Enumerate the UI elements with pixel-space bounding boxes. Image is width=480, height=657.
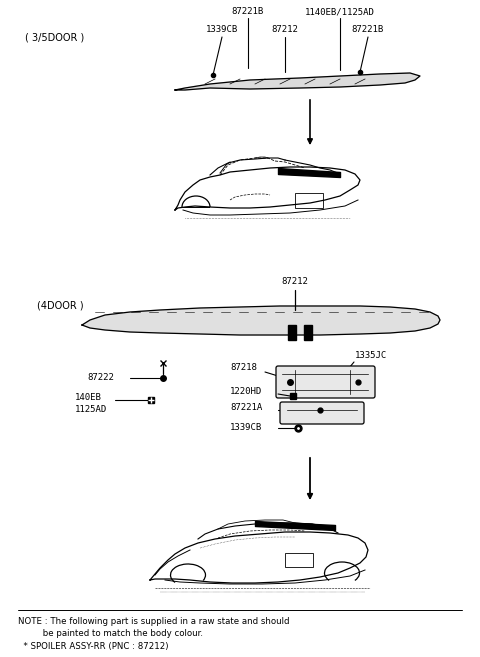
Polygon shape — [288, 325, 296, 340]
Text: 1125AD: 1125AD — [75, 405, 107, 415]
Text: 1220HD: 1220HD — [230, 388, 262, 397]
Polygon shape — [82, 306, 440, 335]
Text: (4DOOR ): (4DOOR ) — [36, 300, 84, 310]
Text: 140EB: 140EB — [75, 394, 102, 403]
Text: 87222: 87222 — [87, 373, 114, 382]
Text: be painted to match the body colour.: be painted to match the body colour. — [18, 629, 203, 639]
Text: 1335JC: 1335JC — [355, 350, 387, 359]
Text: 1339CB: 1339CB — [230, 424, 262, 432]
Text: 87221A: 87221A — [230, 403, 262, 413]
Polygon shape — [175, 73, 420, 90]
FancyBboxPatch shape — [280, 402, 364, 424]
Text: 87221B: 87221B — [232, 7, 264, 16]
Text: 1140EB/1125AD: 1140EB/1125AD — [305, 7, 375, 16]
Text: 87212: 87212 — [272, 26, 299, 35]
Text: 87221B: 87221B — [352, 26, 384, 35]
FancyBboxPatch shape — [276, 366, 375, 398]
Text: 87218: 87218 — [230, 363, 257, 373]
Text: * SPOILER ASSY-RR (PNC : 87212): * SPOILER ASSY-RR (PNC : 87212) — [18, 643, 168, 652]
Text: ( 3/5DOOR ): ( 3/5DOOR ) — [25, 33, 84, 43]
FancyBboxPatch shape — [285, 553, 313, 567]
Polygon shape — [304, 325, 312, 340]
Text: NOTE : The following part is supplied in a raw state and should: NOTE : The following part is supplied in… — [18, 618, 289, 627]
Text: 87212: 87212 — [282, 277, 309, 286]
FancyBboxPatch shape — [295, 193, 323, 208]
Text: 1339CB: 1339CB — [206, 26, 238, 35]
